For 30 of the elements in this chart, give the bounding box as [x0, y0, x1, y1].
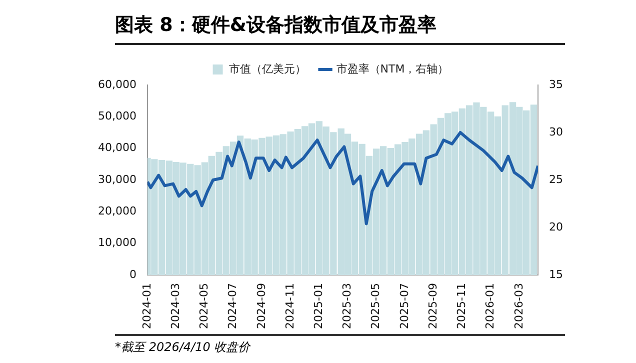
x-tick-label: 2024-11	[283, 283, 296, 330]
text: *截至 2026/4/10 收盘价	[115, 334, 565, 356]
x-tick-label: 2024-05	[198, 283, 211, 330]
y-tick-label: 20,000	[98, 204, 136, 218]
x-tick-label: 2026-01	[484, 283, 497, 330]
y-tick-label: 50,000	[98, 110, 136, 123]
y-tick-label: 60,000	[98, 78, 136, 91]
x-tick-label: 2025-09	[426, 283, 440, 330]
x-tick-label: 2025-11	[455, 283, 468, 330]
y2-tick-label: 15	[549, 268, 564, 281]
y2-tick-label: 30	[549, 125, 564, 138]
y2-tick-label: 20	[549, 220, 564, 234]
y-tick-label: 0	[129, 268, 136, 281]
legend-label: 市盈率（NTM，右轴）	[336, 62, 449, 76]
y-tick-label: 40,000	[98, 141, 136, 154]
x-tick-label: 2024-03	[168, 283, 182, 330]
x-tick-label: 2025-05	[369, 283, 382, 330]
legend-label: 市值（亿美元）	[228, 62, 306, 76]
y-tick-label: 30,000	[98, 172, 136, 186]
x-tick-label: 2025-01	[312, 283, 326, 330]
y2-tick-label: 25	[549, 172, 564, 186]
x-tick-label: 2024-01	[140, 283, 154, 330]
x-tick-label: 2024-09	[254, 283, 268, 330]
x-tick-label: 2025-03	[340, 283, 354, 330]
x-tick-label: 2024-07	[226, 283, 240, 330]
x-tick-label: 2025-07	[398, 283, 411, 330]
chart-title: 图表 8：硬件&设备指数市值及市盈率	[115, 12, 565, 45]
y-tick-label: 10,000	[98, 236, 136, 250]
x-tick-label: 2026-03	[512, 283, 526, 330]
y2-tick-label: 35	[549, 78, 564, 91]
